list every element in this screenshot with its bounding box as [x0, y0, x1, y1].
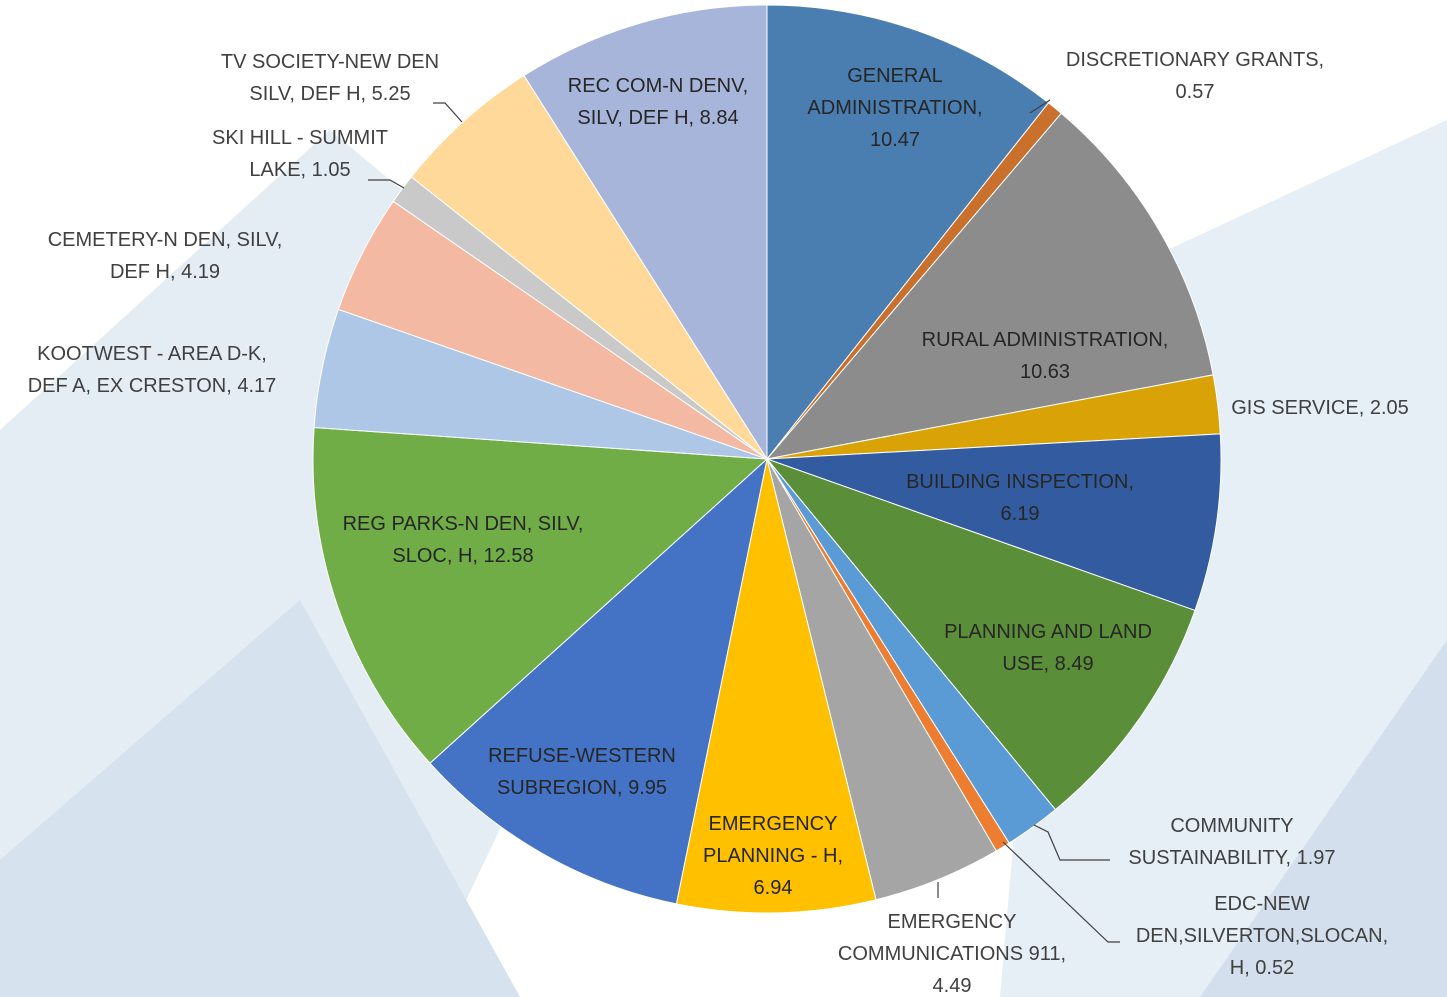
- data-label-line: REC COM-N DENV,: [568, 75, 748, 97]
- data-label: REFUSE-WESTERN SUBREGION, 9.95: [488, 745, 676, 799]
- pie-slice: [766, 4, 1050, 461]
- data-label-line: DEF H, 4.19: [110, 261, 220, 283]
- data-label: REG PARKS-N DEN, SILV, SLOC, H, 12.58: [343, 513, 584, 567]
- data-label-line: 6.19: [1001, 503, 1040, 525]
- data-label-line: H, 0.52: [1230, 957, 1294, 979]
- data-label-line: GIS SERVICE, 2.05: [1231, 397, 1409, 419]
- data-label-line: DISCRETIONARY GRANTS,: [1066, 49, 1324, 71]
- pie-slice: [523, 4, 768, 461]
- data-label-line: PLANNING AND LAND: [944, 621, 1152, 643]
- data-label-line: KOOTWEST - AREA D-K,: [37, 343, 267, 365]
- data-label: GENERAL ADMINISTRATION, 10.47: [807, 65, 982, 151]
- pie-slice: [312, 426, 769, 764]
- data-label: REC COM-N DENV, SILV, DEF H, 8.84: [568, 75, 748, 129]
- leader-line: [368, 179, 405, 189]
- data-label-line: GENERAL: [847, 65, 943, 87]
- data-labels: GENERAL ADMINISTRATION, 10.47 DISCRETIONARY…: [28, 49, 1409, 997]
- data-label-line: 0.57: [1176, 81, 1215, 103]
- data-label: PLANNING AND LAND USE, 8.49: [944, 621, 1152, 675]
- data-label-line: SUBREGION, 9.95: [497, 777, 667, 799]
- leader-line: [1033, 824, 1110, 861]
- data-label: BUILDING INSPECTION, 6.19: [906, 471, 1134, 525]
- data-label-line: 10.47: [870, 129, 920, 151]
- data-label-line: LAKE, 1.05: [249, 159, 350, 181]
- pie-slice: [429, 457, 768, 905]
- data-label-line: REFUSE-WESTERN: [488, 745, 676, 767]
- data-label-line: EMERGENCY: [709, 813, 838, 835]
- data-label-line: SILV, DEF H, 5.25: [249, 83, 410, 105]
- pie-slice: [675, 458, 877, 914]
- data-label: EMERGENCY PLANNING - H, 6.94: [703, 813, 843, 899]
- data-label-line: BUILDING INSPECTION,: [906, 471, 1134, 493]
- data-label: EDC-NEW DEN,SILVERTON,SLOCAN, H, 0.52: [1136, 893, 1388, 979]
- data-label-line: DEF A, EX CRESTON, 4.17: [28, 375, 277, 397]
- data-label-line: PLANNING - H,: [703, 845, 843, 867]
- leader-line: [1002, 841, 1120, 943]
- pie-slices: [312, 4, 1222, 914]
- data-label: RURAL ADMINISTRATION, 10.63: [922, 329, 1169, 383]
- data-label-line: REG PARKS-N DEN, SILV,: [343, 513, 584, 535]
- data-label-line: CEMETERY-N DEN, SILV,: [48, 229, 283, 251]
- data-label-line: 10.63: [1020, 361, 1070, 383]
- data-label-line: 6.94: [754, 877, 793, 899]
- data-label-line: EDC-NEW: [1214, 893, 1310, 915]
- data-label: TV SOCIETY-NEW DEN SILV, DEF H, 5.25: [221, 51, 439, 105]
- leader-line: [433, 102, 463, 123]
- data-label-line: SUSTAINABILITY, 1.97: [1128, 847, 1335, 869]
- data-label: CEMETERY-N DEN, SILV, DEF H, 4.19: [48, 229, 283, 283]
- leader-lines: [368, 99, 1120, 943]
- data-label: EMERGENCY COMMUNICATIONS 911, 4.49: [838, 911, 1066, 997]
- data-label-line: DEN,SILVERTON,SLOCAN,: [1136, 925, 1388, 947]
- pie-slice: [410, 74, 768, 460]
- data-label-line: 4.49: [933, 975, 972, 997]
- data-label: KOOTWEST - AREA D-K, DEF A, EX CRESTON, 4…: [28, 343, 277, 397]
- data-label-line: USE, 8.49: [1002, 653, 1093, 675]
- data-label-line: SLOC, H, 12.58: [392, 545, 533, 567]
- data-label-line: SKI HILL - SUMMIT: [212, 127, 388, 149]
- data-label: SKI HILL - SUMMIT LAKE, 1.05: [212, 127, 388, 181]
- background-shape: [0, 600, 520, 997]
- data-label-line: ADMINISTRATION,: [807, 97, 982, 119]
- data-label-line: SILV, DEF H, 8.84: [577, 107, 738, 129]
- data-label: COMMUNITY SUSTAINABILITY, 1.97: [1128, 815, 1335, 869]
- data-label-line: COMMUNITY: [1170, 815, 1293, 837]
- background-shape: [1200, 640, 1447, 997]
- data-label-line: TV SOCIETY-NEW DEN: [221, 51, 439, 73]
- pie-slice: [766, 433, 1222, 612]
- pie-slice: [765, 112, 1214, 460]
- data-label-line: RURAL ADMINISTRATION,: [922, 329, 1169, 351]
- data-label-line: COMMUNICATIONS 911,: [838, 943, 1066, 965]
- data-label: DISCRETIONARY GRANTS, 0.57: [1066, 49, 1324, 103]
- data-label-line: EMERGENCY: [888, 911, 1017, 933]
- pie-slice: [765, 457, 1196, 811]
- data-label: GIS SERVICE, 2.05: [1231, 397, 1409, 419]
- leader-line: [1029, 99, 1051, 114]
